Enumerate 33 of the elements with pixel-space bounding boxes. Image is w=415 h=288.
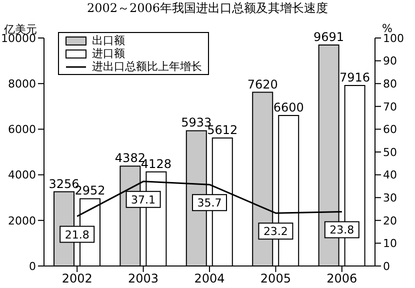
x-tick-label: 2005 [260,272,291,286]
data-label: 21.8 [64,228,90,242]
y2-tick-label: 30 [383,192,397,205]
data-label: 6600 [273,100,304,115]
x-tick-label: 2002 [62,272,92,286]
data-label: 35.7 [197,196,222,210]
x-tick-label: 2003 [128,272,159,286]
y2-tick-label: 40 [383,168,397,182]
data-label: 23.8 [330,224,354,237]
x-tick-label: 2006 [326,272,358,286]
data-label: 7916 [340,70,370,85]
y2-tick-label: 20 [383,214,397,228]
data-label: 23.2 [263,225,288,238]
y2-tick-label: 0 [383,260,390,273]
legend-label: 进口额 [92,47,125,60]
legend-label: 出口额 [92,34,125,47]
y-tick-label: 0 [29,260,36,273]
y-tick-label: 8000 [8,78,36,91]
x-tick-label: 2004 [194,272,225,286]
y2-tick-label: 80 [383,78,397,91]
y-tick-label: 2000 [8,214,36,228]
y-tick-label: 6000 [8,123,36,136]
y2-tick-label: 90 [383,54,397,68]
y2-tick-label: 70 [383,100,397,114]
y2-tick-label: 60 [383,123,397,136]
y2-tick-label: 50 [383,146,397,159]
data-label: 9691 [314,30,344,44]
legend-label: 进出口总额比上年增长 [92,60,202,73]
chart-title: 2002～2006年我国进出口总额及其增长速度 [86,0,330,17]
y-tick-label: 4000 [8,168,36,182]
data-label: 7620 [247,77,278,92]
y2-tick-label: 10 [383,237,397,250]
data-label: 37.1 [131,193,156,206]
